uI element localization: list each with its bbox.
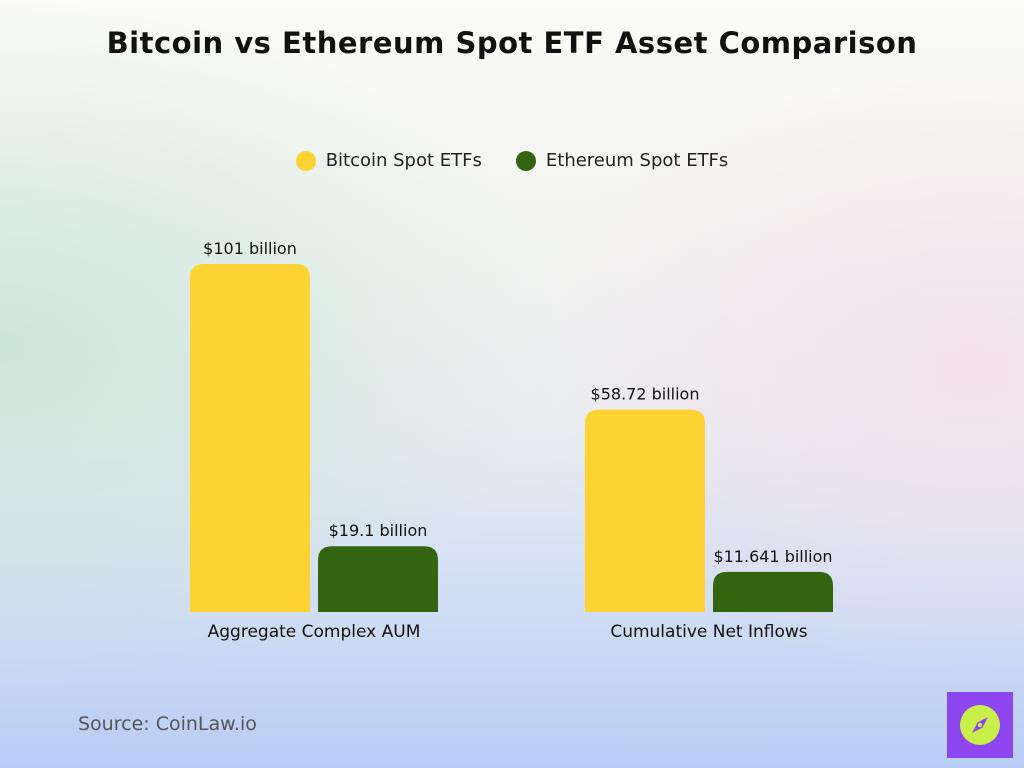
data-label-1-0: $58.72 billion: [591, 385, 700, 404]
category-label-1: Cumulative Net Inflows: [610, 622, 807, 642]
legend-label-ethereum: Ethereum Spot ETFs: [545, 150, 729, 171]
brand-logo: [947, 692, 1013, 758]
legend-item-bitcoin: Bitcoin Spot ETFs: [295, 150, 482, 171]
legend-item-ethereum: Ethereum Spot ETFs: [515, 150, 729, 171]
bar-0-0: [190, 264, 310, 612]
data-label-0-1: $19.1 billion: [329, 521, 428, 540]
compass-icon: [960, 705, 1000, 745]
data-label-0-0: $101 billion: [203, 239, 297, 258]
legend-swatch-bitcoin: [295, 150, 316, 171]
data-label-1-1: $11.641 billion: [713, 547, 832, 566]
legend-swatch-ethereum: [515, 150, 536, 171]
legend: Bitcoin Spot ETFs Ethereum Spot ETFs: [0, 150, 1024, 171]
category-label-0: Aggregate Complex AUM: [208, 622, 421, 642]
chart-title: Bitcoin vs Ethereum Spot ETF Asset Compa…: [106, 26, 918, 60]
source-note: Source: CoinLaw.io: [78, 713, 257, 735]
legend-label-bitcoin: Bitcoin Spot ETFs: [325, 150, 482, 171]
bar-1-1: [713, 571, 833, 612]
bar-0-1: [318, 546, 438, 612]
bar-1-0: [585, 409, 705, 612]
